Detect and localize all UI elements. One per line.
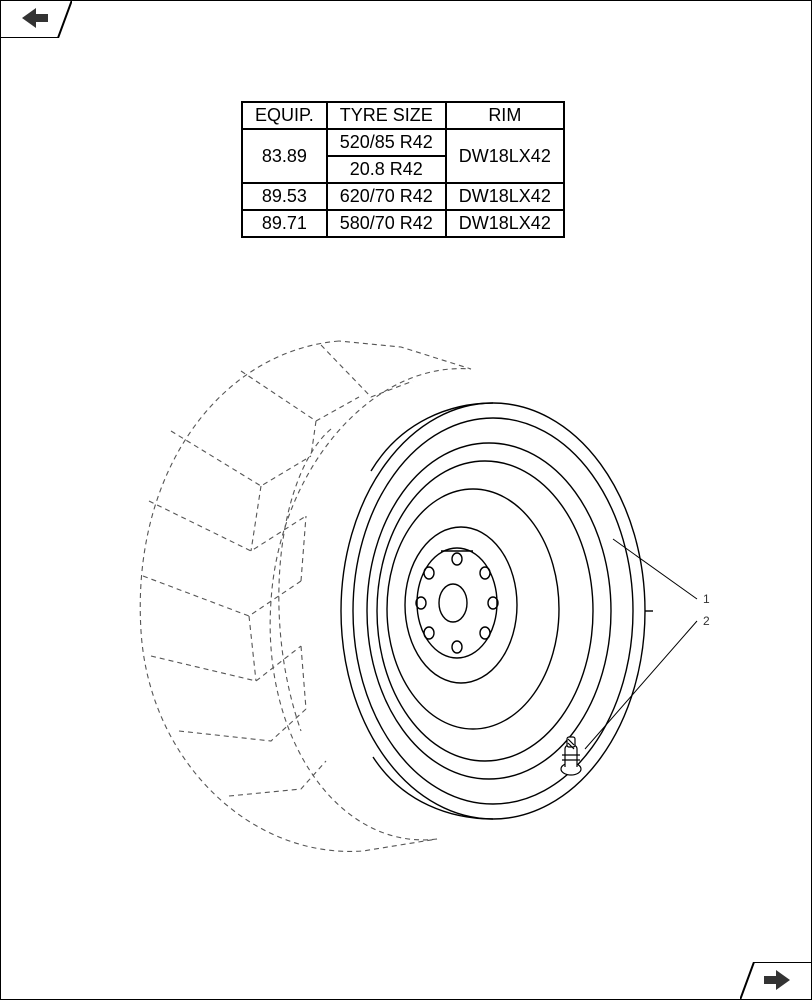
cell-equip: 89.53 (242, 183, 327, 210)
table-row: 83.89 520/85 R42 DW18LX42 (242, 129, 564, 156)
next-page-tab[interactable] (740, 962, 812, 1000)
cell-rim: DW18LX42 (446, 183, 564, 210)
equipment-table: EQUIP. TYRE SIZE RIM 83.89 520/85 R42 DW… (241, 101, 565, 238)
cell-tyre: 520/85 R42 (327, 129, 446, 156)
table-row: 89.71 580/70 R42 DW18LX42 (242, 210, 564, 237)
page-frame: EQUIP. TYRE SIZE RIM 83.89 520/85 R42 DW… (0, 0, 812, 1000)
callout-leaders (585, 539, 697, 749)
cell-equip: 83.89 (242, 129, 327, 183)
table-row: 89.53 620/70 R42 DW18LX42 (242, 183, 564, 210)
callout-rim: 1 (703, 592, 710, 606)
col-rim: RIM (446, 102, 564, 129)
table-header-row: EQUIP. TYRE SIZE RIM (242, 102, 564, 129)
col-equip: EQUIP. (242, 102, 327, 129)
col-tyre: TYRE SIZE (327, 102, 446, 129)
callout-valve: 2 (703, 614, 710, 628)
cell-tyre: 620/70 R42 (327, 183, 446, 210)
cell-equip: 89.71 (242, 210, 327, 237)
cell-tyre: 580/70 R42 (327, 210, 446, 237)
wheel-diagram: 1 2 (101, 311, 721, 881)
cell-tyre: 20.8 R42 (327, 156, 446, 183)
cell-rim: DW18LX42 (446, 210, 564, 237)
prev-page-tab[interactable] (0, 0, 72, 38)
rim-assembly (341, 403, 653, 819)
tyre-outline (140, 341, 471, 851)
cell-rim: DW18LX42 (446, 129, 564, 183)
